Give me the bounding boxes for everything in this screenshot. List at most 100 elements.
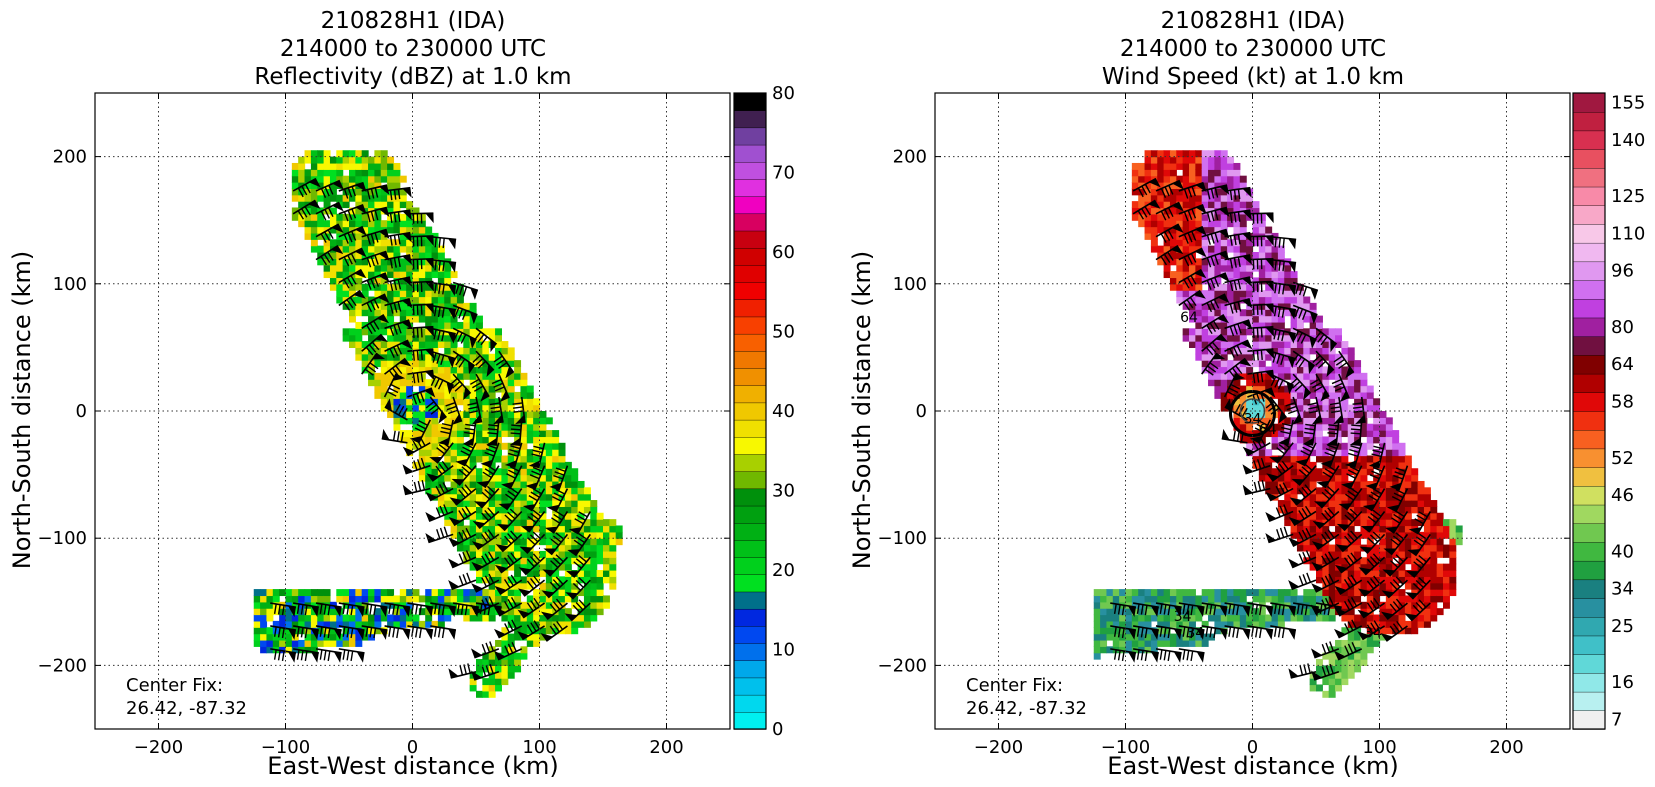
wind-barb-flag	[517, 609, 530, 618]
data-cell	[437, 500, 445, 507]
data-cell	[514, 544, 522, 552]
data-cell	[1233, 277, 1241, 285]
data-cell	[1214, 264, 1222, 272]
data-cell	[1214, 175, 1222, 183]
data-cell	[437, 391, 445, 399]
data-cell	[545, 455, 553, 463]
data-cell	[1354, 461, 1362, 469]
data-cell	[1093, 608, 1101, 616]
data-cell	[1296, 360, 1304, 368]
data-cell	[1328, 582, 1336, 590]
data-cell	[533, 455, 541, 463]
data-cell	[501, 595, 509, 603]
data-cell	[469, 608, 477, 616]
wind-barb-feather	[1236, 628, 1240, 639]
data-cell	[1169, 614, 1177, 622]
data-cell	[380, 372, 388, 380]
data-cell	[329, 239, 337, 247]
data-cell	[342, 239, 350, 247]
data-cell	[583, 620, 591, 628]
data-cell	[1303, 334, 1311, 342]
data-cell	[1411, 557, 1419, 565]
data-cell	[1404, 608, 1412, 616]
data-cell	[450, 430, 458, 438]
data-cell	[1392, 487, 1400, 495]
data-cell	[463, 608, 471, 616]
data-cell	[1277, 436, 1285, 444]
wind-barb-flag	[426, 473, 439, 482]
data-cell	[1296, 385, 1304, 393]
wind-barb-flag	[446, 381, 454, 395]
data-cell	[1144, 232, 1152, 240]
data-cell	[399, 309, 407, 317]
wind-barb-feather	[1160, 233, 1167, 243]
data-cell	[444, 614, 452, 622]
data-cell	[1385, 557, 1393, 565]
data-cell	[1138, 207, 1146, 215]
data-cell	[1379, 563, 1387, 571]
data-cell	[1246, 271, 1254, 279]
data-cell	[1189, 341, 1196, 348]
data-cell	[507, 423, 515, 431]
data-cell	[399, 398, 407, 406]
data-cell	[1227, 328, 1235, 336]
data-cell	[1246, 201, 1254, 209]
colorbar-segment	[733, 230, 767, 249]
data-cell	[1303, 341, 1311, 348]
data-cell	[374, 290, 382, 298]
wind-barb-feather	[1233, 235, 1237, 246]
data-cell	[412, 213, 420, 221]
data-cell	[1284, 302, 1292, 310]
data-cell	[495, 398, 502, 406]
data-cell	[1201, 201, 1209, 209]
data-cell	[1404, 576, 1412, 584]
data-cell	[495, 455, 502, 463]
data-cell	[368, 302, 375, 310]
wind-barb-feather	[301, 208, 308, 218]
data-cell	[514, 417, 522, 425]
data-cell	[1303, 315, 1311, 323]
wind-barb-feather	[350, 605, 354, 616]
wind-barb-feather	[419, 391, 425, 402]
data-cell	[1182, 232, 1190, 240]
data-cell	[1404, 570, 1412, 577]
data-cell	[1296, 500, 1304, 507]
data-cell	[361, 328, 369, 336]
data-cell	[526, 595, 534, 603]
data-cell	[1157, 258, 1165, 266]
data-cell	[596, 531, 604, 539]
wind-barb-flag	[470, 287, 478, 300]
colorbar-segment	[733, 247, 767, 266]
wind-barb-feather	[366, 280, 372, 290]
wind-barb-feather	[487, 428, 498, 431]
data-cell	[380, 601, 388, 609]
wind-barb-flag	[1196, 651, 1205, 663]
data-cell	[361, 201, 369, 209]
wind-barb-feather	[346, 650, 350, 661]
data-cell	[412, 245, 420, 253]
data-cell	[1341, 639, 1349, 647]
data-cell	[1252, 417, 1260, 425]
wind-barb-feather	[556, 620, 564, 630]
wind-barb-feather	[454, 307, 460, 318]
data-cell	[304, 633, 312, 641]
wind-barb-feather	[530, 512, 539, 521]
data-cell	[298, 589, 306, 597]
chart-title-line-1: 210828H1 (IDA)	[1161, 8, 1346, 34]
data-cell	[1335, 678, 1342, 686]
data-cell	[1322, 614, 1330, 622]
data-cell	[1303, 538, 1311, 546]
data-cell	[1373, 423, 1381, 431]
data-cell	[1163, 194, 1171, 202]
data-cell	[253, 595, 261, 603]
data-cell	[514, 372, 522, 380]
data-cell	[1150, 639, 1158, 647]
data-cell	[450, 442, 458, 450]
data-cell	[355, 258, 363, 266]
wind-barb-feather	[1160, 188, 1167, 198]
data-cell	[412, 220, 420, 228]
data-cell	[1322, 353, 1330, 361]
wind-barb-feather	[323, 253, 331, 264]
data-cell	[1138, 627, 1146, 635]
data-cell	[1417, 512, 1425, 520]
